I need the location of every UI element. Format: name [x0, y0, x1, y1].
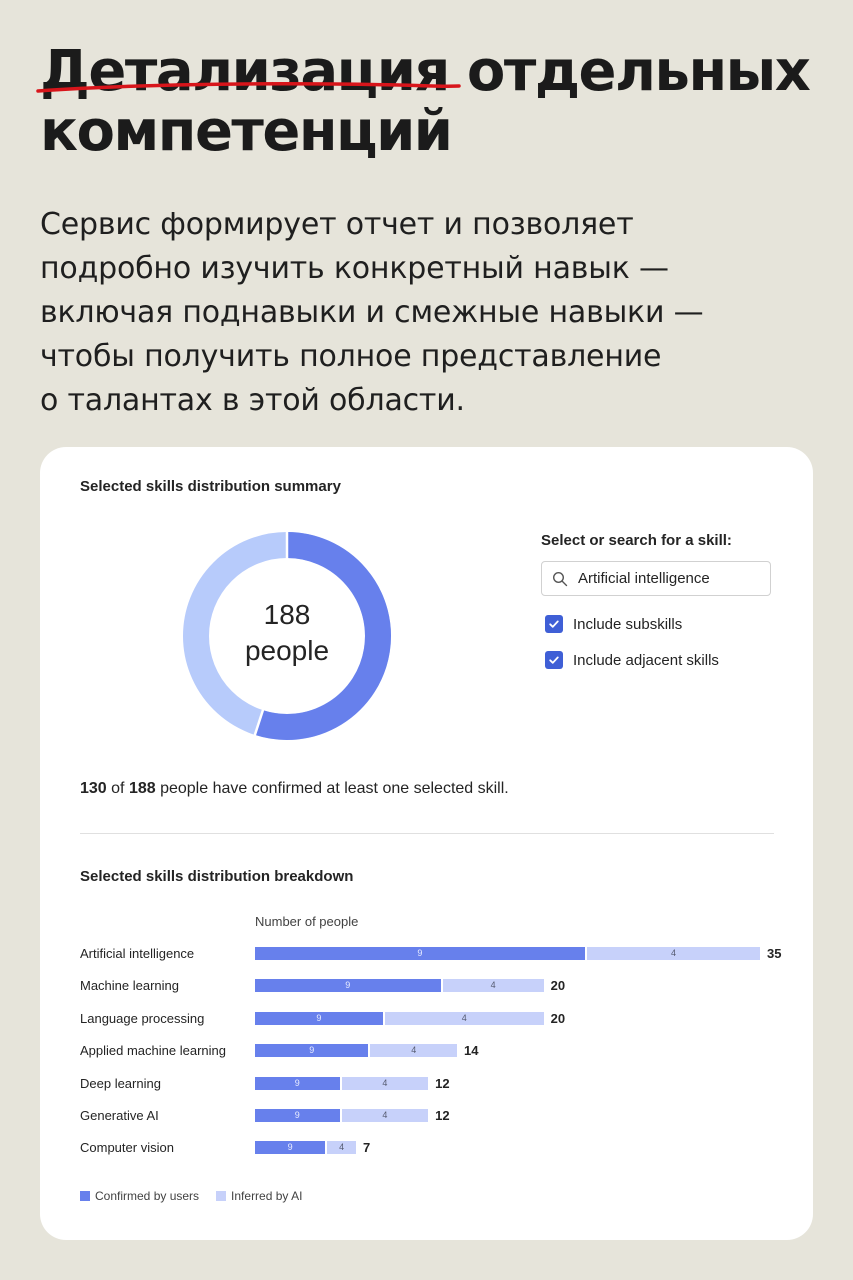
checkmark-icon — [549, 656, 559, 664]
bar-confirmed-segment[interactable]: 9 — [255, 1109, 340, 1122]
bar-confirmed-segment[interactable]: 9 — [255, 1141, 326, 1155]
skill-search-input[interactable] — [578, 570, 758, 587]
bar-inferred-segment[interactable]: 4 — [370, 1044, 458, 1058]
bar-row: Language processing 9 4 20 — [40, 1011, 813, 1027]
chart-legend: Confirmed by users Inferred by AI — [80, 1189, 319, 1203]
include-adjacent-option[interactable]: Include adjacent skills — [545, 651, 719, 669]
bar-total-label: 20 — [550, 1010, 566, 1026]
summary-sentence: 130 of 188 people have confirmed at leas… — [80, 780, 509, 798]
legend-swatch-confirmed — [80, 1191, 90, 1201]
report-card: Selected skills distribution summary 188… — [40, 447, 813, 1240]
bar-inferred-segment[interactable]: 4 — [341, 1109, 429, 1122]
bar-category-label: Language processing — [80, 1010, 205, 1026]
search-label: Select or search for a skill: — [541, 532, 732, 549]
legend-label-confirmed: Confirmed by users — [95, 1189, 200, 1203]
legend-inferred: Inferred by AI — [216, 1189, 302, 1203]
divider — [80, 833, 774, 834]
bar-category-label: Machine learning — [80, 978, 180, 994]
checkmark-icon — [549, 620, 559, 628]
bar-total-label: 14 — [464, 1043, 479, 1059]
bar-inferred-segment[interactable]: 4 — [327, 1141, 356, 1155]
bar-total-label: 12 — [435, 1075, 450, 1091]
bar-row: Computer vision 9 4 7 — [40, 1140, 813, 1156]
donut-confirmed-arc — [254, 532, 391, 740]
bar-total-label: 20 — [550, 978, 566, 994]
total-count: 188 — [128, 780, 156, 797]
search-icon — [552, 571, 568, 586]
donut-gap — [253, 708, 265, 737]
page-headline: Детализация отдельных компетенций — [36, 39, 840, 164]
bar-confirmed-segment[interactable]: 9 — [255, 979, 441, 993]
axis-title: Number of people — [255, 914, 359, 929]
bar-total-label: 7 — [363, 1140, 371, 1156]
bar-row: Machine learning 9 4 20 — [40, 978, 813, 994]
donut-number: 188 — [263, 599, 311, 630]
bar-confirmed-segment[interactable]: 9 — [255, 1076, 340, 1090]
include-subskills-checkbox[interactable] — [545, 615, 563, 633]
legend-swatch-inferred — [216, 1191, 227, 1201]
bar-row: Deep learning 9 4 12 — [40, 1076, 813, 1092]
bar-inferred-segment[interactable]: 4 — [586, 947, 761, 960]
summary-of: of — [106, 780, 129, 797]
bar-row: Generative AI 9 4 12 — [40, 1108, 813, 1124]
skill-search-field[interactable] — [541, 561, 771, 596]
include-subskills-label: Include subskills — [573, 615, 683, 633]
bar-category-label: Applied machine learning — [80, 1043, 226, 1059]
bar-category-label: Computer vision — [80, 1140, 174, 1156]
bar-category-label: Artificial intelligence — [80, 946, 195, 961]
confirmed-count: 130 — [80, 780, 107, 797]
bar-confirmed-segment[interactable]: 9 — [255, 1011, 383, 1025]
lead-paragraph: Сервис формирует отчет и позволяет подро… — [40, 207, 704, 418]
bar-row: Applied machine learning 9 4 14 — [40, 1043, 813, 1059]
donut-center-label: 188 people — [180, 597, 394, 669]
include-adjacent-label: Include adjacent skills — [573, 651, 719, 669]
summary-rest: people have confirmed at least one selec… — [155, 780, 509, 797]
bar-inferred-segment[interactable]: 4 — [442, 979, 544, 993]
headline-rest: отдельных компетенций — [40, 39, 811, 164]
bar-inferred-segment[interactable]: 4 — [384, 1011, 544, 1025]
headline-highlight: Детализация — [36, 39, 461, 104]
donut-chart — [183, 532, 391, 740]
include-adjacent-checkbox[interactable] — [545, 651, 563, 669]
breakdown-title: Selected skills distribution breakdown — [80, 868, 354, 885]
bar-inferred-segment[interactable]: 4 — [341, 1076, 429, 1090]
donut-unit: people — [244, 635, 330, 666]
bar-category-label: Deep learning — [80, 1075, 161, 1091]
bar-total-label: 12 — [435, 1108, 450, 1123]
bar-confirmed-segment[interactable]: 9 — [255, 947, 585, 960]
bar-confirmed-segment[interactable]: 9 — [255, 1044, 369, 1058]
bar-category-label: Generative AI — [80, 1108, 159, 1123]
bar-total-label: 35 — [767, 946, 782, 961]
legend-label-inferred: Inferred by AI — [231, 1189, 303, 1203]
include-subskills-option[interactable]: Include subskills — [545, 615, 682, 633]
summary-title: Selected skills distribution summary — [80, 478, 341, 495]
bar-row: Artificial intelligence 9 4 35 — [40, 946, 813, 962]
legend-confirmed: Confirmed by users — [80, 1189, 199, 1203]
